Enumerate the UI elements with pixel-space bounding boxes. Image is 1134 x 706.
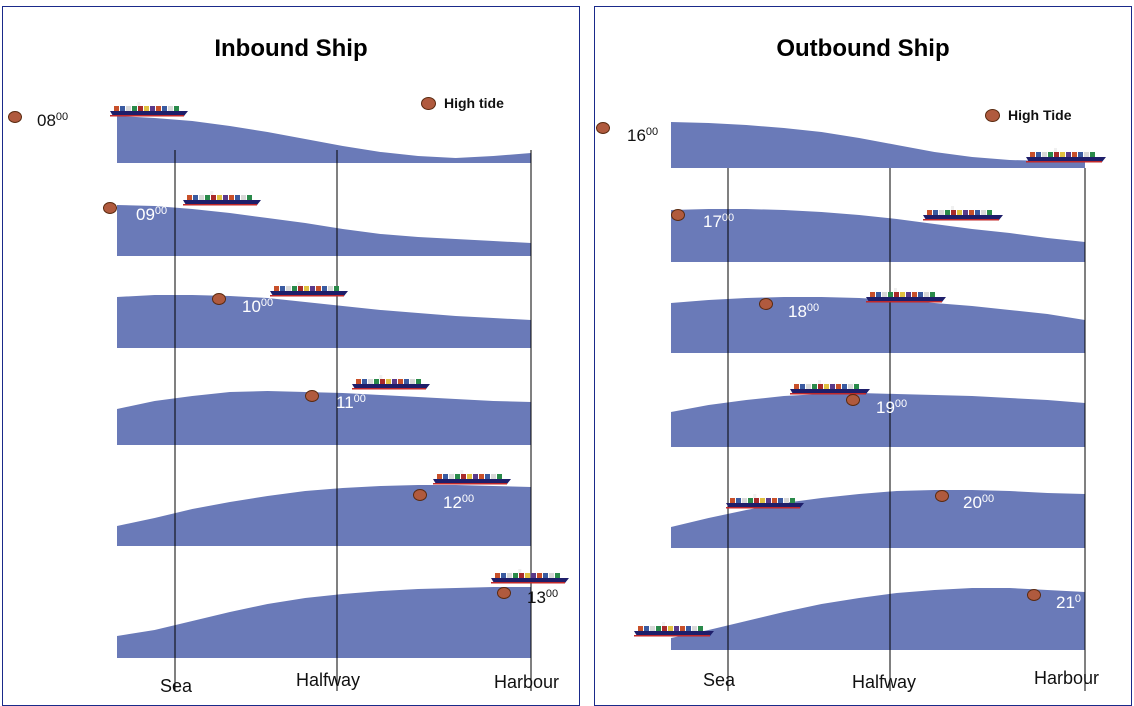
outbound-axis-harbour: Harbour	[1034, 668, 1100, 688]
tide-diagram: 0800090010001100120013001600170018001900…	[8, 102, 1106, 691]
inbound-tide-marker-2	[212, 293, 226, 305]
inbound-time-label-5: 1300	[527, 588, 558, 607]
outbound-tide-marker-5	[1027, 589, 1041, 601]
inbound-water-band-0	[117, 116, 531, 163]
outbound-legend: High Tide	[985, 107, 1072, 123]
inbound-time-label-0: 0800	[37, 111, 68, 130]
outbound-ship-5	[634, 622, 714, 637]
high-tide-legend-marker	[985, 108, 1000, 122]
inbound-tide-marker-0	[8, 111, 22, 123]
inbound-water-band-2	[117, 295, 531, 348]
inbound-ship-5	[491, 569, 569, 584]
inbound-ship-4	[433, 470, 511, 485]
outbound-tide-marker-4	[935, 490, 949, 502]
outbound-water-band-0	[671, 122, 1085, 168]
outbound-tide-marker-3	[846, 394, 860, 406]
inbound-water-band-4	[117, 485, 531, 546]
outbound-water-band-5	[671, 588, 1085, 650]
inbound-ship-2	[270, 282, 348, 297]
inbound-axis-halfway: Halfway	[296, 670, 361, 690]
inbound-ship-3	[352, 375, 430, 390]
outbound-ship-2	[866, 288, 946, 303]
inbound-tide-marker-1	[103, 202, 117, 214]
outbound-tide-marker-0	[596, 122, 610, 134]
inbound-ship-1	[183, 191, 261, 206]
outbound-water-band-1	[671, 209, 1085, 262]
outbound-ship-1	[923, 206, 1003, 221]
inbound-legend: High tide	[421, 95, 504, 111]
inbound-axis-sea: Sea	[160, 676, 193, 696]
outbound-title: Outbound Ship	[776, 35, 950, 62]
outbound-water-band-3	[671, 393, 1085, 447]
outbound-water-band-4	[671, 490, 1085, 548]
outbound-axis-sea: Sea	[703, 670, 736, 690]
inbound-title: Inbound Ship	[214, 35, 368, 62]
inbound-ship-0	[110, 102, 188, 117]
outbound-water-band-2	[671, 297, 1085, 353]
outbound-ship-4	[726, 494, 804, 509]
outbound-time-label-0: 1600	[627, 126, 658, 145]
outbound-ship-3	[790, 380, 870, 395]
outbound-legend-label: High Tide	[1008, 107, 1072, 123]
outbound-axis-halfway: Halfway	[852, 672, 917, 692]
outbound-time-label-5: 210	[1056, 593, 1081, 612]
inbound-tide-marker-3	[305, 390, 319, 402]
inbound-water-band-3	[117, 391, 531, 445]
inbound-water-band-5	[117, 587, 531, 658]
outbound-tide-marker-1	[671, 209, 685, 221]
inbound-legend-label: High tide	[444, 95, 504, 111]
inbound-tide-marker-4	[413, 489, 427, 501]
inbound-water-band-1	[117, 205, 531, 256]
high-tide-legend-marker	[421, 96, 436, 110]
inbound-panel: Inbound Ship High tide	[2, 6, 580, 706]
outbound-ship-0	[1026, 148, 1106, 163]
outbound-tide-marker-2	[759, 298, 773, 310]
inbound-tide-marker-5	[497, 587, 511, 599]
inbound-axis-harbour: Harbour	[494, 672, 560, 692]
